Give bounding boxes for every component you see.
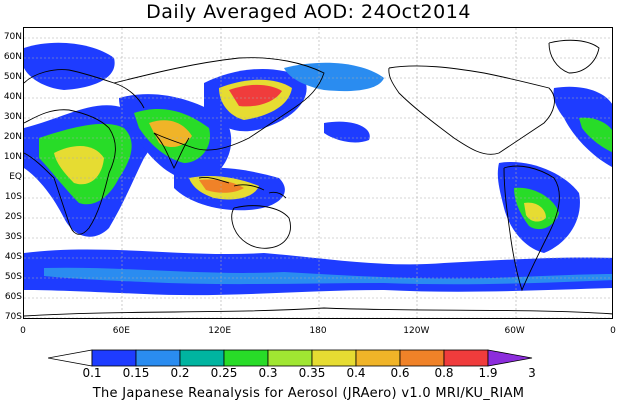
aod-region-npacific	[284, 62, 384, 92]
colorbar-label: 0.25	[210, 366, 238, 380]
aod-region-eastasia-core	[229, 84, 282, 107]
colorbar-swatch	[311, 349, 357, 367]
coast-asia	[113, 57, 325, 151]
coastlines	[24, 39, 612, 317]
longitude-label: 0	[610, 326, 616, 336]
colorbar-swatch	[223, 349, 269, 367]
colorbar-label: 0.4	[346, 366, 366, 380]
aod-region-pacific-scatter	[324, 121, 370, 143]
latitude-label: 50S	[4, 272, 22, 282]
longitude-label: 0	[20, 326, 26, 336]
aod-map	[23, 27, 613, 319]
coast-greenland	[548, 39, 600, 74]
latitude-label: 40S	[4, 252, 22, 262]
latitude-label: 70N	[3, 32, 22, 42]
colorbar-label: 3	[528, 366, 536, 380]
latitude-label: 20N	[3, 132, 22, 142]
colorbar-label: 0.15	[122, 366, 150, 380]
latitude-label: EQ	[9, 172, 22, 182]
colorbar-label: 0.8	[434, 366, 454, 380]
aod-region-europe	[24, 42, 115, 90]
latitude-label: 30S	[4, 232, 22, 242]
colorbar-label: 0.6	[390, 366, 410, 380]
latitude-label: 60N	[3, 52, 22, 62]
latitude-label: 20S	[4, 212, 22, 222]
colorbar-swatch	[399, 349, 445, 367]
colorbar-swatch	[443, 349, 489, 367]
latitude-label: 10N	[3, 152, 22, 162]
latitude-label: 40N	[3, 92, 22, 102]
longitude-label: 120E	[208, 326, 232, 336]
colorbar-swatch	[267, 349, 313, 367]
coast-india	[153, 132, 190, 170]
coast-africa	[24, 109, 116, 235]
aod-shading	[24, 42, 612, 296]
colorbar-swatch	[135, 349, 181, 367]
longitude-label: 60E	[112, 326, 130, 336]
colorbar-swatch	[355, 349, 401, 367]
aod-region-southamerica-core	[524, 202, 546, 222]
latitude-label: 70S	[4, 312, 22, 322]
colorbar-swatch	[179, 349, 225, 367]
aod-region-southern-ocean-inner	[44, 267, 612, 285]
coast-southamerica	[503, 165, 560, 292]
colorbar-label: 0.1	[82, 366, 102, 380]
aod-region-africa-core	[54, 146, 104, 185]
latitude-label: 10S	[4, 192, 22, 202]
aod-region-indonesia-core	[199, 179, 244, 193]
coast-indonesia	[198, 177, 287, 199]
graticule	[24, 28, 612, 318]
colorbar-swatch	[91, 349, 137, 367]
latitude-label: 60S	[4, 292, 22, 302]
colorbar-label: 0.2	[170, 366, 190, 380]
longitude-label: 60W	[504, 326, 525, 336]
aod-region-nw-atlantic-inner	[579, 117, 612, 153]
coast-australia	[231, 205, 291, 249]
longitude-label: 180	[309, 326, 327, 336]
colorbar-label: 0.3	[258, 366, 278, 380]
coast-europe	[24, 69, 145, 109]
longitude-label: 120W	[403, 326, 430, 336]
colorbar-swatch	[48, 349, 93, 367]
colorbar-swatch	[487, 349, 533, 367]
page-title: Daily Averaged AOD: 24Oct2014	[146, 1, 471, 23]
colorbar-label: 1.9	[478, 366, 498, 380]
aod-colorbar	[48, 349, 533, 367]
dataset-credit: The Japanese Reanalysis for Aerosol (JRA…	[92, 386, 525, 401]
coast-antarctica	[24, 307, 612, 317]
latitude-label: 50N	[3, 72, 22, 82]
colorbar-label: 0.35	[298, 366, 326, 380]
coast-northamerica	[388, 65, 555, 155]
latitude-label: 30N	[3, 112, 22, 122]
aod-map-canvas	[24, 28, 612, 318]
